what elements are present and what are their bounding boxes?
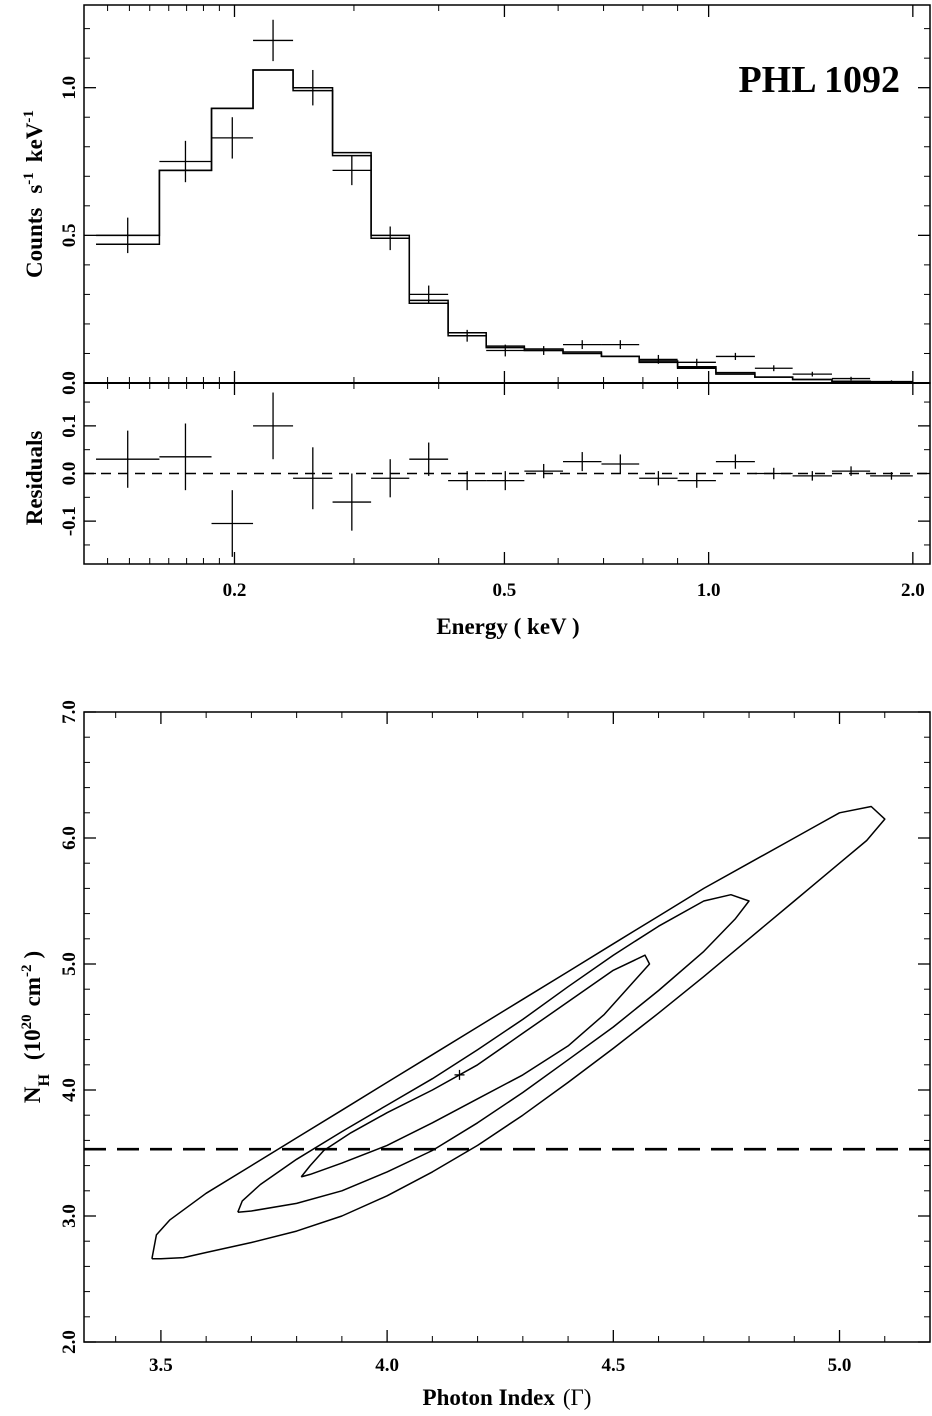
- energy-x-axis-label: Energy ( keV ): [436, 614, 579, 639]
- energy-x-tick-label: 2.0: [901, 580, 925, 601]
- energy-x-tick-label: 1.0: [697, 580, 721, 601]
- confidence-contours: [151, 805, 886, 1260]
- spectrum-model: [84, 69, 930, 384]
- energy-x-tick-label: 0.2: [223, 580, 247, 601]
- contour-middle: [237, 893, 750, 1213]
- residuals-ticks: [84, 383, 930, 564]
- residuals-panel: -0.1 0.0 0.1 0.2 0.5 1.0 2.0 Residuals Energy…: [22, 382, 931, 639]
- contour-panel: 3.5 4.0 4.5 5.0 2.0 3.0 4.0 5.0 6.0 7.0 Photon I…: [19, 700, 931, 1410]
- nh-tick-label: 7.0: [59, 700, 80, 724]
- photon-index-x-axis-label: Photon Index (Γ): [423, 1385, 592, 1410]
- source-annotation: PHL 1092: [738, 59, 900, 101]
- energy-x-tick-label: 0.5: [493, 580, 517, 601]
- spectrum-data-points: [96, 19, 913, 383]
- model-step-line: [96, 69, 913, 383]
- spectrum-y-tick-label: 0.0: [59, 371, 80, 395]
- photon-index-tick-label: 4.5: [601, 1355, 625, 1376]
- residuals-y-tick-labels: -0.1 0.0 0.1: [59, 414, 80, 536]
- photon-index-tick-label: 3.5: [149, 1355, 173, 1376]
- residuals-y-axis-label: Residuals: [22, 431, 47, 526]
- contour-frame: [83, 711, 931, 1343]
- contour-outer: [151, 805, 886, 1260]
- spectrum-y-tick-label: 1.0: [59, 76, 80, 100]
- model-step-line: [96, 69, 913, 383]
- residual-y-tick-label: 0.1: [59, 414, 80, 438]
- photon-index-tick-label: 5.0: [828, 1355, 852, 1376]
- spectrum-ticks: [84, 5, 930, 384]
- nh-tick-label: 4.0: [59, 1078, 80, 1102]
- nh-tick-label: 2.0: [59, 1330, 80, 1354]
- spectrum-y-tick-labels: 0.0 0.5 1.0: [59, 76, 80, 395]
- contour-x-tick-labels: 3.5 4.0 4.5 5.0: [149, 1355, 851, 1376]
- spectrum-panel: 0.0 0.5 1.0 PHL 1092 Countss-1keV-1: [21, 4, 931, 395]
- residual-y-tick-label: -0.1: [59, 506, 80, 536]
- nh-tick-label: 5.0: [59, 952, 80, 976]
- nh-y-axis-label: NH(1020cm-2): [19, 951, 53, 1103]
- spectrum-y-axis-label: Countss-1keV-1: [21, 110, 47, 278]
- photon-index-tick-label: 4.0: [375, 1355, 399, 1376]
- contour-y-tick-labels: 2.0 3.0 4.0 5.0 6.0 7.0: [59, 700, 80, 1354]
- energy-x-tick-labels: 0.2 0.5 1.0 2.0: [223, 580, 925, 601]
- best-fit-marker: [454, 1069, 465, 1080]
- residuals-data-points: [96, 392, 913, 557]
- spectrum-y-tick-label: 0.5: [59, 223, 80, 247]
- nh-tick-label: 3.0: [59, 1204, 80, 1228]
- contour-ticks: [84, 711, 931, 1343]
- residual-y-tick-label: 0.0: [59, 462, 80, 486]
- nh-tick-label: 6.0: [59, 826, 80, 850]
- contour-inner: [300, 954, 651, 1178]
